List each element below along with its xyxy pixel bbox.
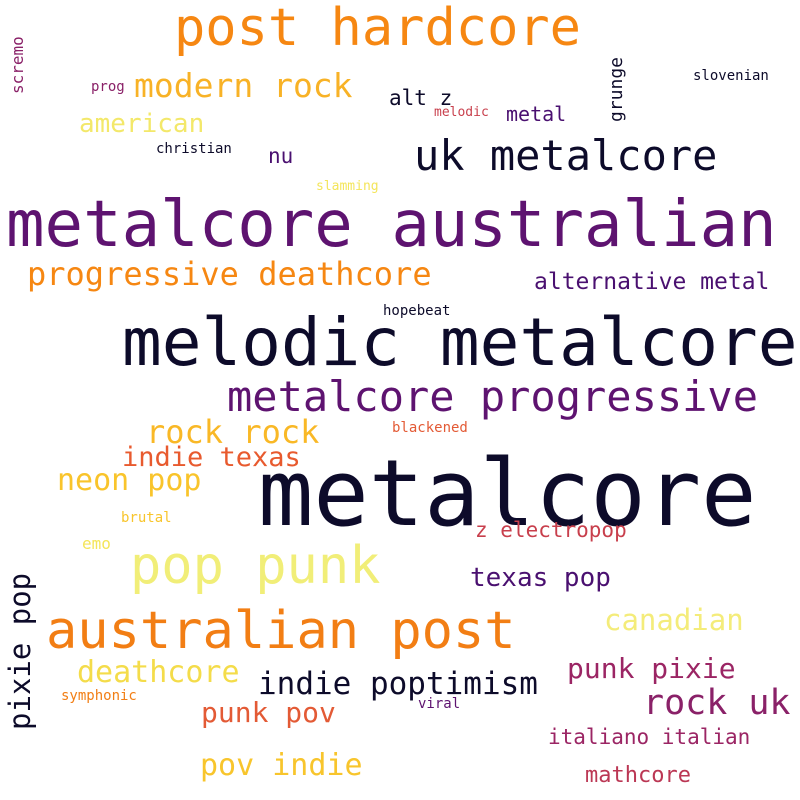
word-mathcore: mathcore — [585, 763, 691, 788]
word-canadian: canadian — [604, 603, 744, 637]
word-christian: christian — [156, 141, 232, 157]
word-z-electropop: z electropop — [475, 518, 627, 542]
word-rock-rock: rock rock — [146, 413, 320, 451]
word-punk-pixie: punk pixie — [567, 652, 736, 685]
word-rock-uk: rock uk — [643, 683, 791, 723]
word-metalcore: metalcore — [258, 440, 757, 547]
word-italiano-italian: italiano italian — [548, 725, 751, 749]
word-indie-poptimism: indie poptimism — [258, 666, 538, 702]
word-modern-rock: modern rock — [134, 66, 353, 105]
word-brutal: brutal — [121, 510, 172, 526]
word-punk-pov: punk pov — [201, 696, 336, 729]
word-pixie-pop: pixie pop — [3, 572, 37, 730]
word-blackened: blackened — [392, 420, 468, 436]
word-slamming: slamming — [316, 179, 379, 194]
word-neon-pop: neon pop — [57, 463, 202, 498]
word-nu: nu — [268, 144, 294, 168]
word-symphonic: symphonic — [61, 688, 137, 704]
word-melodic-metalcore: melodic metalcore — [122, 304, 798, 381]
word-deathcore: deathcore — [77, 655, 240, 690]
word-slovenian: slovenian — [693, 68, 769, 84]
word-grunge: grunge — [606, 56, 627, 122]
word-hopebeat: hopebeat — [383, 303, 451, 319]
word-uk-metalcore: uk metalcore — [414, 131, 718, 180]
word-metal: metal — [506, 102, 567, 126]
word-alternative-metal: alternative metal — [534, 269, 770, 295]
word-pov-indie: pov indie — [200, 748, 363, 783]
word-australian-post: australian post — [46, 601, 516, 661]
word-indie-texas: indie texas — [122, 442, 301, 473]
word-emo: emo — [82, 534, 111, 553]
word-metalcore-progressive: metalcore progressive — [227, 372, 759, 421]
word-american: american — [79, 109, 205, 139]
word-pop-punk: pop punk — [130, 536, 381, 596]
word-progressive-deathcore: progressive deathcore — [27, 255, 432, 293]
word-post-hardcore: post hardcore — [174, 0, 581, 58]
word-scremo: scremo — [8, 36, 27, 94]
word-metalcore-australian: metalcore australian — [6, 188, 777, 262]
word-melodic: melodic — [434, 105, 489, 120]
word-alt-z: alt z — [389, 86, 453, 110]
word-texas-pop: texas pop — [470, 563, 611, 593]
word-prog: prog — [91, 79, 125, 95]
word-viral: viral — [418, 696, 461, 712]
